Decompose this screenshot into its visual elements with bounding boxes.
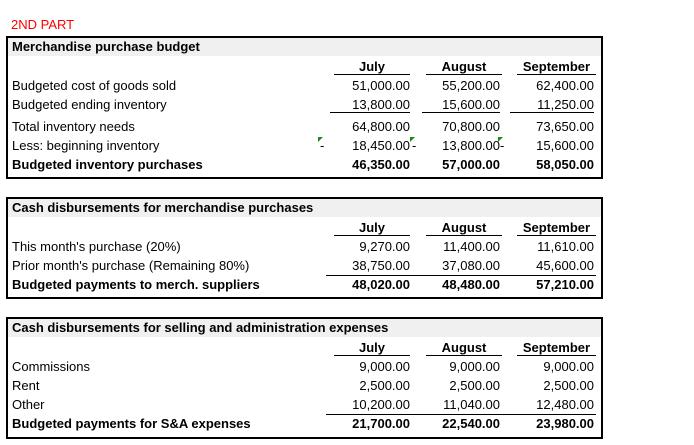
cell-september: 11,610.00: [537, 239, 594, 254]
cell-september: 12,480.00: [536, 397, 594, 412]
minus-sign: -: [320, 138, 325, 153]
cell-july: 9,270.00: [359, 239, 410, 254]
table-row: Budgeted ending inventory 13,800.00 15,6…: [8, 95, 601, 114]
row-label: Less: beginning inventory: [12, 138, 160, 153]
cell-july: - 18,450.00: [318, 137, 410, 153]
col-header-september: September: [517, 218, 596, 236]
table-row: Total inventory needs 64,800.00 70,800.0…: [8, 117, 601, 136]
col-header-september: September: [517, 338, 596, 356]
col-header-july: July: [334, 218, 410, 236]
cell-july: 51,000.00: [352, 78, 410, 93]
table-row: Less: beginning inventory - 18,450.00 - …: [8, 136, 601, 155]
table-row: Other 10,200.00 11,040.00 12,480.00: [8, 395, 601, 414]
error-indicator-icon[interactable]: [318, 137, 323, 142]
cell-august: - 13,800.00: [410, 137, 500, 153]
row-label: Total inventory needs: [12, 119, 135, 134]
table-title: Merchandise purchase budget: [8, 38, 601, 56]
cell-august: 70,800.00: [442, 119, 500, 134]
cell-august: 11,400.00: [443, 239, 500, 254]
cell-july: 21,700.00: [352, 416, 410, 431]
cell-september: 58,050.00: [536, 157, 594, 172]
cell-july: 64,800.00: [352, 119, 410, 134]
table-row: Commissions 9,000.00 9,000.00 9,000.00: [8, 357, 601, 376]
cell-september: - 15,600.00: [498, 137, 594, 153]
cell-august: 57,000.00: [442, 157, 500, 172]
minus-sign: -: [412, 138, 417, 153]
cell-july: 2,500.00: [359, 378, 410, 393]
sa-cash-disbursements-table: Cash disbursements for selling and admin…: [6, 317, 603, 439]
row-label: Budgeted payments to merch. suppliers: [12, 277, 260, 292]
month-header-row: July August September: [8, 338, 601, 357]
table-title: Cash disbursements for merchandise purch…: [8, 199, 601, 217]
row-label: Budgeted cost of goods sold: [12, 78, 177, 93]
cell-september: 57,210.00: [536, 277, 594, 292]
cell-july: 9,000.00: [359, 359, 410, 374]
total-row: Budgeted inventory purchases 46,350.00 5…: [8, 155, 601, 174]
cell-august: 22,540.00: [442, 416, 500, 431]
part-title: 2ND PART: [11, 17, 75, 32]
row-label: Rent: [12, 378, 40, 393]
cell-august: 11,040.00: [443, 397, 500, 412]
table-row: Budgeted cost of goods sold 51,000.00 55…: [8, 76, 601, 95]
row-label: Other: [12, 397, 45, 412]
table-title: Cash disbursements for selling and admin…: [8, 319, 601, 337]
table-row: Prior month's purchase (Remaining 80%) 3…: [8, 256, 601, 275]
table-row: This month's purchase (20%) 9,270.00 11,…: [8, 237, 601, 256]
merchandise-purchase-budget-table: Merchandise purchase budget July August …: [6, 36, 603, 179]
col-header-august: August: [426, 57, 502, 75]
error-indicator-icon[interactable]: [498, 137, 503, 142]
row-label: Prior month's purchase (Remaining 80%): [12, 258, 250, 273]
table-row: Rent 2,500.00 2,500.00 2,500.00: [8, 376, 601, 395]
month-header-row: July August September: [8, 218, 601, 237]
cell-july: 13,800.00: [330, 95, 410, 113]
cell-september: 45,600.00: [536, 258, 594, 273]
cell-september: 23,980.00: [536, 416, 594, 431]
cell-september: 73,650.00: [536, 119, 594, 134]
cell-september: 2,500.00: [543, 378, 594, 393]
error-indicator-icon[interactable]: [410, 137, 415, 142]
cell-july: 10,200.00: [352, 397, 410, 412]
month-header-row: July August September: [8, 57, 601, 76]
row-label: This month's purchase (20%): [12, 239, 181, 254]
total-row: Budgeted payments for S&A expenses 21,70…: [8, 414, 601, 433]
cell-july: 46,350.00: [352, 157, 410, 172]
cell-august: 48,480.00: [442, 277, 500, 292]
cell-september: 9,000.00: [543, 359, 594, 374]
col-header-august: August: [426, 338, 502, 356]
row-label: Budgeted payments for S&A expenses: [12, 416, 251, 431]
col-header-september: September: [517, 57, 596, 75]
col-header-july: July: [334, 338, 410, 356]
cell-august: 37,080.00: [442, 258, 500, 273]
row-label: Budgeted inventory purchases: [12, 157, 203, 172]
cell-july: 48,020.00: [352, 277, 410, 292]
total-row: Budgeted payments to merch. suppliers 48…: [8, 275, 601, 294]
row-label: Budgeted ending inventory: [12, 97, 167, 112]
merchandise-cash-disbursements-table: Cash disbursements for merchandise purch…: [6, 197, 603, 299]
col-header-july: July: [334, 57, 410, 75]
cell-august: 2,500.00: [449, 378, 500, 393]
cell-september: 62,400.00: [536, 78, 594, 93]
cell-july: 38,750.00: [352, 258, 410, 273]
cell-august: 15,600.00: [422, 95, 500, 113]
cell-august: 9,000.00: [449, 359, 500, 374]
cell-august: 55,200.00: [442, 78, 500, 93]
cell-september: 11,250.00: [510, 95, 594, 113]
total-rule: [326, 414, 596, 415]
row-label: Commissions: [12, 359, 91, 374]
col-header-august: August: [426, 218, 502, 236]
total-rule: [326, 275, 596, 276]
minus-sign: -: [500, 138, 505, 153]
